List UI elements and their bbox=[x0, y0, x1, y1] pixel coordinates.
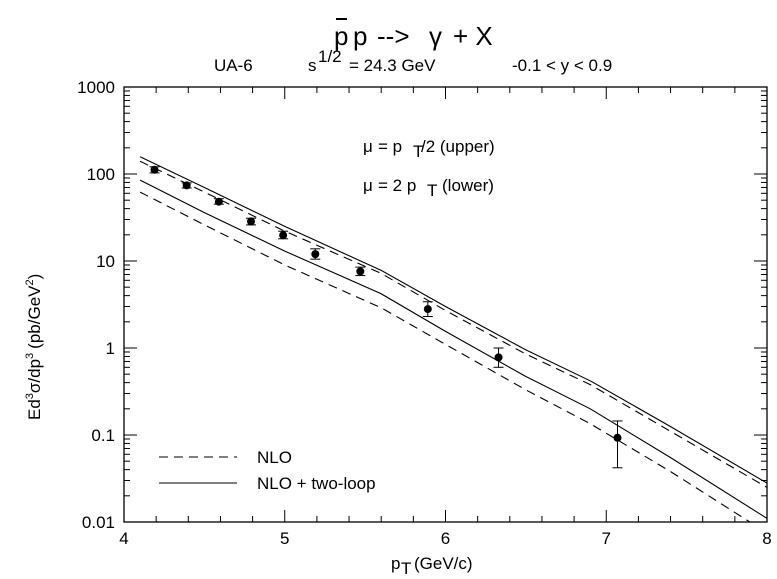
y-axis-title: Ed3σ/dp3(pb/GeV2) bbox=[24, 274, 44, 420]
x-axis-title: p T (GeV/c) bbox=[391, 554, 473, 578]
y-tick-label: 1000 bbox=[77, 78, 115, 97]
x-tick-label: 8 bbox=[762, 529, 771, 548]
title-tail: + X bbox=[453, 21, 493, 51]
annotation-sub: T bbox=[427, 181, 437, 200]
mu-symbol: μ bbox=[363, 176, 373, 195]
x-tick-label: 7 bbox=[602, 529, 611, 548]
data-point bbox=[279, 231, 288, 240]
annotation-eq: = 2 p bbox=[378, 176, 416, 195]
data-point bbox=[423, 305, 432, 314]
curve-solid-upper bbox=[139, 156, 767, 484]
y-tick-label: 0.01 bbox=[82, 513, 115, 532]
y-tick-label: 1 bbox=[106, 339, 115, 358]
chart-title: p p --> γ + X bbox=[334, 18, 493, 51]
energy-sup: 1/2 bbox=[318, 47, 342, 66]
xlabel-rest: (GeV/c) bbox=[414, 554, 473, 573]
experiment-label: UA-6 bbox=[214, 56, 253, 75]
annotation-rest: (lower) bbox=[442, 176, 494, 195]
curve-solid-lower bbox=[139, 179, 767, 519]
data-point bbox=[214, 197, 223, 206]
energy-value: = 24.3 GeV bbox=[349, 56, 436, 75]
data-point bbox=[246, 217, 255, 226]
annotation-rest: /2 (upper) bbox=[421, 137, 495, 156]
title-arrow: --> bbox=[377, 21, 410, 51]
xlabel-sub: T bbox=[401, 559, 411, 578]
data-point bbox=[150, 165, 159, 174]
xlabel-p: p bbox=[391, 554, 400, 573]
data-point bbox=[356, 267, 365, 276]
data-point bbox=[613, 433, 622, 442]
scale-annotation-upper: μ = p T /2 (upper) bbox=[363, 137, 495, 161]
x-tick-label: 5 bbox=[280, 529, 289, 548]
energy-s: s bbox=[308, 56, 317, 75]
x-tick-label: 4 bbox=[119, 529, 128, 548]
y-tick-label: 0.1 bbox=[91, 426, 115, 445]
curve-dashed-upper bbox=[139, 160, 767, 488]
scale-annotation-lower: μ = 2 p T (lower) bbox=[363, 176, 494, 200]
title-p: p bbox=[353, 21, 367, 51]
legend-label: NLO + two-loop bbox=[257, 474, 376, 493]
data-point bbox=[494, 353, 503, 362]
data-point bbox=[182, 181, 191, 190]
y-tick-label: 10 bbox=[96, 252, 115, 271]
legend-label: NLO bbox=[257, 448, 292, 467]
y-tick-label: 100 bbox=[87, 165, 115, 184]
chart-subtitle: UA-6 s 1/2 = 24.3 GeV -0.1 < y < 0.9 bbox=[214, 47, 612, 75]
plot-area: 4 5 6 7 8 0.01 0.1 1 10 100 1000 NLO NLO + two-loop bbox=[77, 78, 772, 548]
annotation-sub: T bbox=[413, 142, 423, 161]
curve-dashed-lower bbox=[139, 191, 751, 522]
title-gamma: γ bbox=[429, 21, 442, 51]
annotation-eq: = p bbox=[378, 137, 402, 156]
title-pbar: p bbox=[334, 21, 348, 51]
x-tick-label: 6 bbox=[441, 529, 450, 548]
data-point bbox=[311, 250, 320, 259]
ylabel-text: Ed3σ/dp3(pb/GeV2) bbox=[24, 274, 44, 420]
rapidity-range: -0.1 < y < 0.9 bbox=[512, 56, 612, 75]
mu-symbol: μ bbox=[363, 137, 373, 156]
